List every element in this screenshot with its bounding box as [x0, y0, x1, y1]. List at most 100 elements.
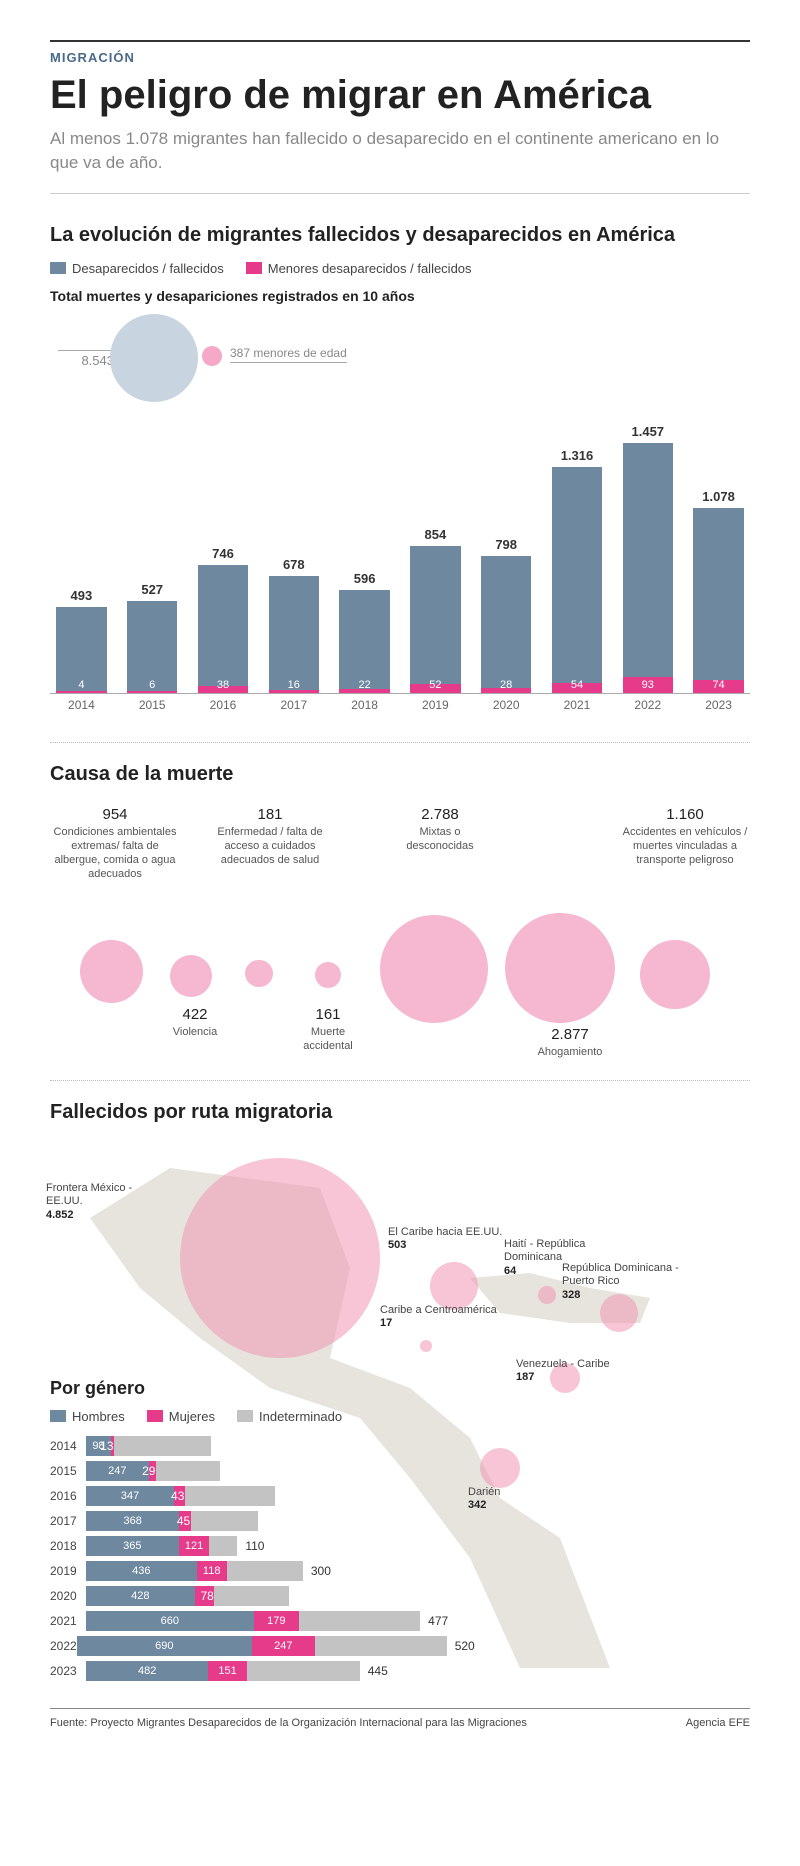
bar-total-label: 1.316: [561, 448, 594, 463]
gender-seg-hombres: 482: [86, 1661, 208, 1681]
route-bubble: [420, 1340, 432, 1352]
bar-column: 67816: [262, 557, 325, 692]
legend-label: Menores desaparecidos / fallecidos: [268, 261, 472, 276]
footer-source: Fuente: Proyecto Migrantes Desaparecidos…: [50, 1717, 527, 1729]
causa-value: 1.160: [620, 806, 750, 825]
causa-bubble: [315, 962, 341, 988]
year-label: 2018: [333, 698, 396, 712]
causa-bubble: [380, 915, 488, 1023]
causa-bubble: [640, 940, 710, 1010]
gender-year: 2020: [50, 1589, 86, 1603]
gender-seg-mujeres: 118: [197, 1561, 227, 1581]
bar-minor-label: 28: [481, 679, 531, 691]
causa-bubble-chart: 954Condiciones ambientales extremas/ fal…: [50, 800, 750, 1060]
gender-section: Por género HombresMujeresIndeterminado 2…: [50, 1378, 470, 1686]
year-label: 2017: [262, 698, 325, 712]
bar-main: [127, 601, 177, 690]
bar-minor-label: 22: [339, 679, 389, 691]
causa-bubble: [245, 960, 273, 988]
legend-swatch: [237, 1410, 253, 1422]
gender-seg-indeterminado: [156, 1461, 220, 1481]
gender-title: Por género: [50, 1378, 470, 1399]
gender-bar: 368: [86, 1511, 258, 1531]
causa-value: 954: [50, 806, 180, 825]
gender-mujeres-out: 78: [200, 1589, 213, 1603]
year-label: 2023: [687, 698, 750, 712]
gender-year: 2021: [50, 1614, 86, 1628]
bar-minor: 74: [693, 680, 743, 693]
gender-seg-hombres: 368: [86, 1511, 179, 1531]
gender-year: 2016: [50, 1489, 86, 1503]
bar-main: [693, 508, 743, 680]
ten-year-summary: 8.543 387 menores de edad: [50, 314, 750, 404]
gender-seg-indeterminado: [185, 1486, 275, 1506]
gender-seg-hombres: 365: [86, 1536, 179, 1556]
gender-seg-indeterminado: [114, 1436, 211, 1456]
gender-bar: 660179: [86, 1611, 420, 1631]
gender-seg-indeterminado: [315, 1636, 447, 1656]
bar-main: [269, 576, 319, 690]
footer-agency: Agencia EFE: [686, 1717, 750, 1729]
bar-total-label: 1.078: [702, 489, 735, 504]
bar-main: [410, 546, 460, 684]
year-label: 2021: [546, 698, 609, 712]
bar-minor-label: 54: [552, 679, 602, 691]
gender-row: 2019436118 300: [50, 1561, 470, 1581]
gender-seg-indeterminado: [191, 1511, 258, 1531]
bar-total-label: 1.457: [632, 424, 665, 439]
causa-label: 2.788Mixtas o desconocidas: [390, 806, 490, 854]
gender-year: 2015: [50, 1464, 86, 1478]
causa-bubble: [80, 940, 143, 1003]
gender-legend: HombresMujeresIndeterminado: [50, 1409, 470, 1424]
ten-year-minors: 387 menores de edad: [230, 346, 347, 363]
bar-column: 74638: [192, 546, 255, 693]
gender-bar: 482151: [86, 1661, 360, 1681]
bar-minor: 28: [481, 688, 531, 693]
bar-column: 1.316 54: [546, 448, 609, 693]
gender-ind-value: 445: [368, 1664, 388, 1678]
gender-year: 2014: [50, 1439, 86, 1453]
legend-label: Indeterminado: [259, 1409, 342, 1424]
bar-column: 1.45793: [616, 424, 679, 693]
bar-minor: 16: [269, 690, 319, 693]
ten-year-big-circle: [110, 314, 198, 402]
bar-minor: 52: [410, 684, 460, 693]
gender-mujeres-out: 43: [171, 1489, 184, 1503]
gender-seg-mujeres: 179: [254, 1611, 299, 1631]
route-bubble: [180, 1158, 380, 1358]
routes-map: Por género HombresMujeresIndeterminado 2…: [50, 1138, 750, 1678]
bar-column: 85452: [404, 527, 467, 693]
bar-minor-label: 16: [269, 679, 319, 691]
evolution-legend: Desaparecidos / fallecidos Menores desap…: [50, 261, 750, 276]
ten-year-small-circle: [202, 346, 222, 366]
gender-seg-indeterminado: [227, 1561, 303, 1581]
gender-seg-hombres: 690: [77, 1636, 252, 1656]
legend-label: Hombres: [72, 1409, 125, 1424]
causa-value: 181: [210, 806, 330, 825]
gender-year: 2019: [50, 1564, 86, 1578]
causa-label: 161Muerte accidental: [288, 1006, 368, 1054]
bar-total-label: 493: [71, 588, 93, 603]
causa-label: 2.877Ahogamiento: [525, 1026, 615, 1061]
gender-ind-value: 477: [428, 1614, 448, 1628]
gender-seg-hombres: 247: [86, 1461, 149, 1481]
bar-main: [481, 556, 531, 688]
bar-minor: 22: [339, 689, 389, 693]
gender-bar: 436118: [86, 1561, 303, 1581]
evolution-subtitle: Total muertes y desapariciones registrad…: [50, 288, 750, 304]
legend-swatch: [50, 1410, 66, 1422]
bar-minor: 54: [552, 683, 602, 692]
gender-seg-hombres: 436: [86, 1561, 197, 1581]
gender-row: 2023482151 445: [50, 1661, 470, 1681]
gender-seg-hombres: 660: [86, 1611, 254, 1631]
causa-label: 954Condiciones ambientales extremas/ fal…: [50, 806, 180, 882]
route-label: Caribe a Centroamérica17: [380, 1304, 497, 1332]
gender-year: 2023: [50, 1664, 86, 1678]
causa-title: Causa de la muerte: [50, 763, 750, 786]
gender-ind-value: 300: [311, 1564, 331, 1578]
year-label: 2019: [404, 698, 467, 712]
bar-minor-label: 38: [198, 679, 248, 691]
gender-bar: 365121: [86, 1536, 237, 1556]
gender-seg-hombres: 428: [86, 1586, 195, 1606]
gender-seg-mujeres: 151: [208, 1661, 246, 1681]
